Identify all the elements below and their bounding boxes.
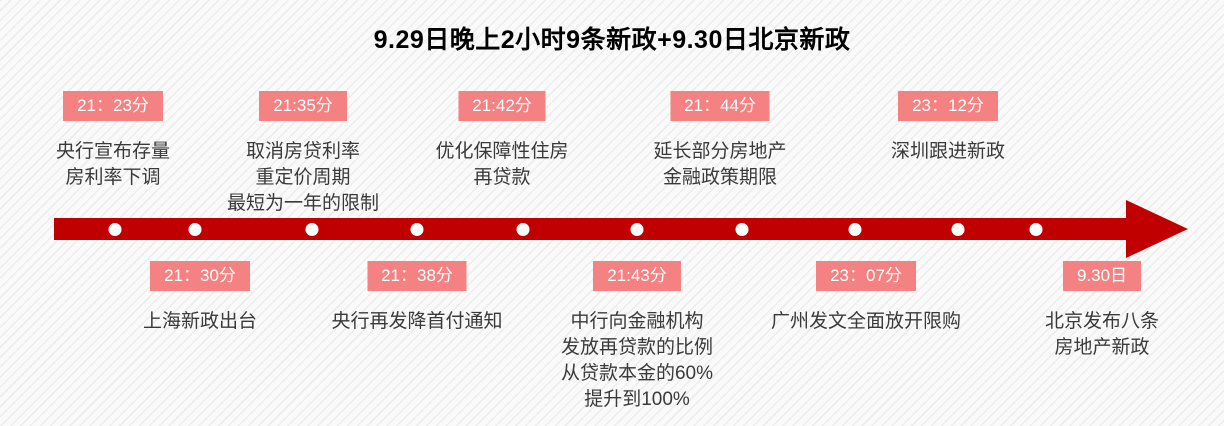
event-text: 优化保障性住房 再贷款 [435,141,569,188]
time-badge: 21:43分 [593,261,681,291]
time-badge: 23：07分 [816,261,916,291]
timeline-dot [108,223,122,236]
timeline-arrow-bar [54,218,1127,240]
event-text: 央行再发降首付通知 [331,311,503,332]
timeline-event-bottom: 21：30分 上海新政出台 [143,261,257,335]
timeline-dot [516,223,530,236]
timeline-dot [1029,223,1043,236]
timeline-dot [305,223,319,236]
time-badge: 23：12分 [898,91,998,121]
timeline-dot [630,223,644,236]
event-text: 上海新政出台 [142,311,258,332]
event-text: 北京发布八条 房地产新政 [1044,311,1160,358]
timeline-event-bottom: 21：38分 央行再发降首付通知 [331,261,503,335]
time-badge: 21:42分 [458,91,546,121]
time-badge: 9.30日 [1062,261,1142,291]
page-title: 9.29日晚上2小时9条新政+9.30日北京新政 [373,26,851,54]
timeline-event-top: 21:42分 优化保障性住房 再贷款 [435,91,569,191]
timeline-event-bottom: 21:43分 中行向金融机构 发放再贷款的比例 从贷款本金的60% 提升到100… [561,261,713,413]
time-badge: 21：30分 [150,261,250,291]
timeline-event-top: 21:35分 取消房贷利率 重定价周期 最短为一年的限制 [227,91,379,217]
timeline-event-bottom: 9.30日 北京发布八条 房地产新政 [1045,261,1159,361]
time-badge: 21：44分 [670,91,770,121]
timeline-event-bottom: 23：07分 广州发文全面放开限购 [771,261,961,335]
event-text: 取消房贷利率 重定价周期 最短为一年的限制 [226,141,380,214]
timeline-event-top: 21：44分 延长部分房地产 金融政策期限 [653,91,787,191]
timeline-dot [735,223,749,236]
time-badge: 21:35分 [259,91,347,121]
timeline-arrow-head [1126,200,1188,258]
timeline-event-top: 23：12分 深圳跟进新政 [891,91,1005,165]
time-badge: 21：38分 [367,261,467,291]
timeline-dot [410,223,424,236]
event-text: 广州发文全面放开限购 [770,311,962,332]
event-text: 中行向金融机构 发放再贷款的比例 从贷款本金的60% 提升到100% [560,311,714,410]
event-text: 深圳跟进新政 [890,141,1006,162]
timeline-event-top: 21：23分 央行宣布存量 房利率下调 [56,91,170,191]
time-badge: 21：23分 [63,91,163,121]
timeline-dot [951,223,965,236]
timeline-dot [848,223,862,236]
event-text: 延长部分房地产 金融政策期限 [653,141,787,188]
event-text: 央行宣布存量 房利率下调 [55,141,171,188]
timeline-dot [188,223,202,236]
